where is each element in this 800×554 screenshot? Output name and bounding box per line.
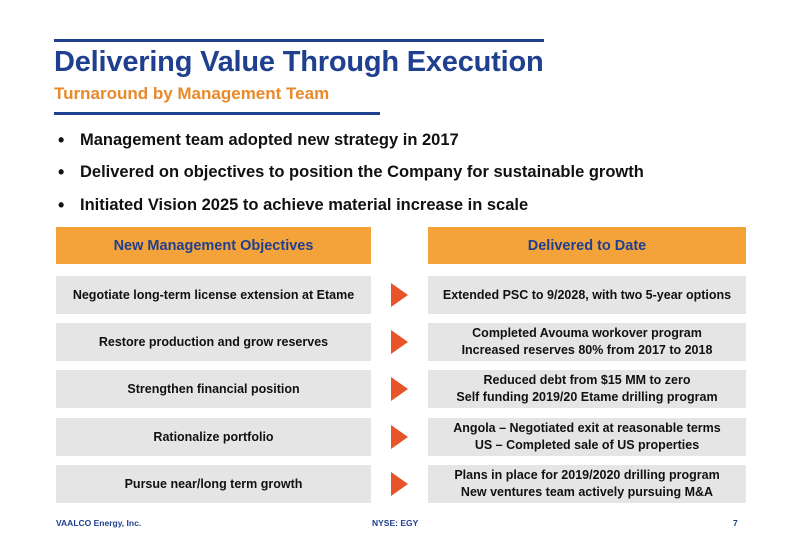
- title-top-rule: [54, 39, 544, 42]
- objective-cell: Restore production and grow reserves: [56, 323, 371, 361]
- bullet-item: • Delivered on objectives to position the…: [58, 157, 644, 190]
- objectives-header: New Management Objectives: [56, 227, 371, 264]
- arrow-right-icon: [391, 377, 408, 401]
- objective-cell: Pursue near/long term growth: [56, 465, 371, 503]
- delivered-line: Self funding 2019/20 Etame drilling prog…: [456, 390, 718, 404]
- page-subtitle: Turnaround by Management Team: [54, 84, 330, 103]
- table-row: Strengthen financial position Reduced de…: [0, 370, 800, 408]
- table-row: Pursue near/long term growth Plans in pl…: [0, 465, 800, 503]
- delivered-cell: Completed Avouma workover program Increa…: [428, 323, 746, 361]
- delivered-line: New ventures team actively pursuing M&A: [460, 485, 714, 499]
- arrow-right-icon: [391, 283, 408, 307]
- arrow-right-icon: [391, 330, 408, 354]
- footer-company: VAALCO Energy, Inc.: [56, 518, 142, 528]
- page-title: Delivering Value Through Execution: [54, 46, 544, 78]
- delivered-line: Reduced debt from $15 MM to zero: [483, 373, 691, 387]
- table-row: Negotiate long-term license extension at…: [0, 276, 800, 314]
- bullet-text: Management team adopted new strategy in …: [80, 130, 459, 149]
- bullet-text: Initiated Vision 2025 to achieve materia…: [80, 195, 529, 214]
- bullet-item: • Management team adopted new strategy in…: [58, 124, 644, 157]
- arrow-right-icon: [391, 425, 408, 449]
- subtitle-bottom-rule: [54, 112, 380, 115]
- table-row: Rationalize portfolio Angola – Negotiate…: [0, 418, 800, 456]
- bullet-dot-icon: •: [58, 194, 65, 215]
- bullet-dot-icon: •: [58, 129, 65, 150]
- page-number: 7: [733, 518, 738, 528]
- objective-cell: Rationalize portfolio: [56, 418, 371, 456]
- delivered-cell: Plans in place for 2019/2020 drilling pr…: [428, 465, 746, 503]
- delivered-header: Delivered to Date: [428, 227, 746, 264]
- bullet-text: Delivered on objectives to position the …: [80, 163, 644, 182]
- delivered-cell: Angola – Negotiated exit at reasonable t…: [428, 418, 746, 456]
- objective-cell: Negotiate long-term license extension at…: [56, 276, 371, 314]
- delivered-line: Completed Avouma workover program: [472, 326, 702, 340]
- bullet-list: • Management team adopted new strategy in…: [58, 124, 644, 222]
- delivered-cell: Extended PSC to 9/2028, with two 5-year …: [428, 276, 746, 314]
- bullet-dot-icon: •: [58, 162, 65, 183]
- delivered-line: Extended PSC to 9/2028, with two 5-year …: [442, 287, 732, 302]
- delivered-line: Increased reserves 80% from 2017 to 2018: [461, 343, 713, 357]
- arrow-right-icon: [391, 472, 408, 496]
- delivered-cell: Reduced debt from $15 MM to zero Self fu…: [428, 370, 746, 408]
- bullet-item: • Initiated Vision 2025 to achieve materi…: [58, 189, 644, 222]
- delivered-line: Angola – Negotiated exit at reasonable t…: [453, 421, 721, 435]
- delivered-line: US – Completed sale of US properties: [474, 438, 700, 452]
- footer-ticker: NYSE: EGY: [372, 518, 419, 528]
- objective-cell: Strengthen financial position: [56, 370, 371, 408]
- delivered-line: Plans in place for 2019/2020 drilling pr…: [454, 468, 720, 482]
- table-row: Restore production and grow reserves Com…: [0, 323, 800, 361]
